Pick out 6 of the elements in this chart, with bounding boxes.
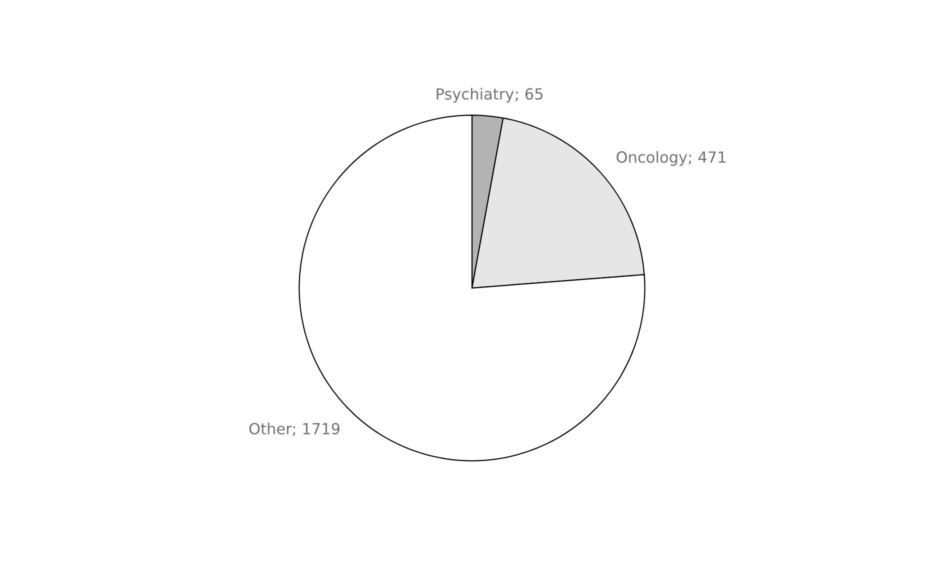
slice-label: Oncology [616, 151, 688, 166]
slice-label: Other [249, 422, 292, 434]
data-label: ; 1719 [292, 422, 340, 436]
slice-label: Psychiatry [436, 88, 514, 103]
data-label: ; 65 [516, 88, 542, 102]
data-label: ; 471 [688, 152, 726, 164]
